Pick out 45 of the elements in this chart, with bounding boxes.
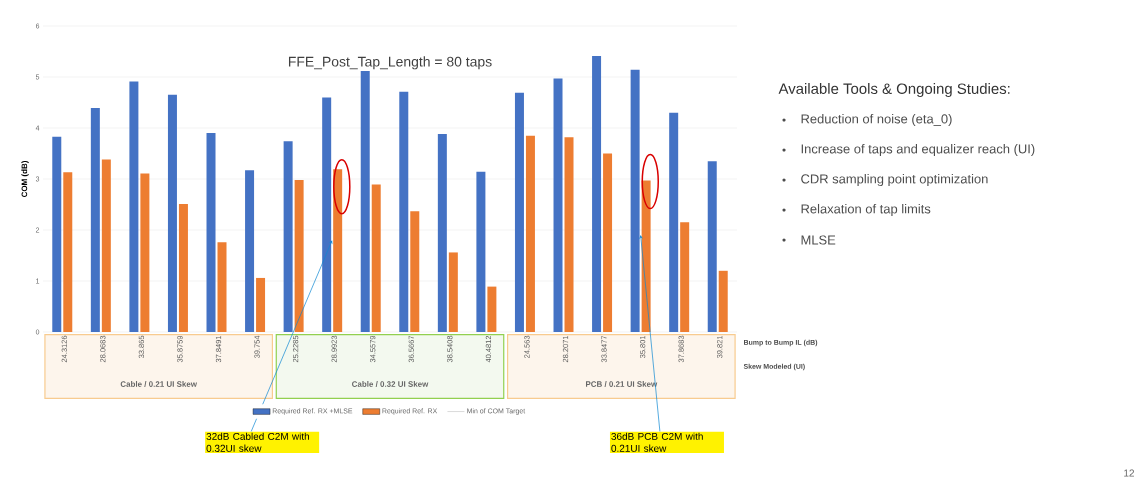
bar — [206, 133, 216, 332]
bar — [525, 135, 535, 332]
bar — [476, 171, 486, 332]
bar — [101, 159, 111, 332]
bar — [399, 91, 409, 332]
bar — [718, 270, 728, 332]
text: 12 — [1124, 469, 1134, 477]
bar — [217, 242, 227, 332]
bar — [167, 94, 177, 332]
bar — [410, 211, 420, 332]
bar — [63, 172, 73, 332]
text: Relaxation of tap limits — [801, 203, 931, 217]
annotation: 36dB PCB C2M with 0.21UI skew — [611, 432, 703, 452]
text: Reduction of noise (eta_0) — [801, 113, 952, 127]
bar — [52, 136, 62, 332]
bar — [140, 173, 150, 332]
text: MLSE — [801, 235, 836, 245]
bar — [283, 141, 293, 332]
bar — [90, 108, 100, 332]
bar — [448, 252, 458, 332]
text: CDR sampling point optimization — [801, 173, 988, 187]
bar — [245, 170, 255, 332]
bar — [129, 81, 139, 332]
text: Available Tools & Ongoing Studies: — [778, 83, 1010, 97]
text: FFE_Post_Tap_Length = 80 taps — [288, 56, 492, 70]
bar — [437, 134, 447, 332]
bar — [553, 78, 563, 332]
annotation: 32dB Cabled C2M with 0.32UI skew — [206, 432, 310, 452]
bar — [294, 180, 304, 332]
bar — [680, 222, 690, 332]
bar — [630, 69, 640, 332]
bar — [514, 92, 524, 332]
bar — [707, 161, 717, 332]
bar — [592, 56, 602, 332]
text: Increase of taps and equalizer reach (UI) — [801, 143, 1035, 157]
bar — [669, 112, 679, 332]
bar — [322, 97, 332, 332]
bar — [256, 277, 266, 332]
bar — [603, 153, 613, 332]
bar — [487, 286, 497, 332]
bar — [371, 184, 381, 332]
bar — [564, 137, 574, 332]
bar — [178, 203, 188, 332]
bar — [360, 70, 370, 332]
bar — [333, 169, 343, 332]
